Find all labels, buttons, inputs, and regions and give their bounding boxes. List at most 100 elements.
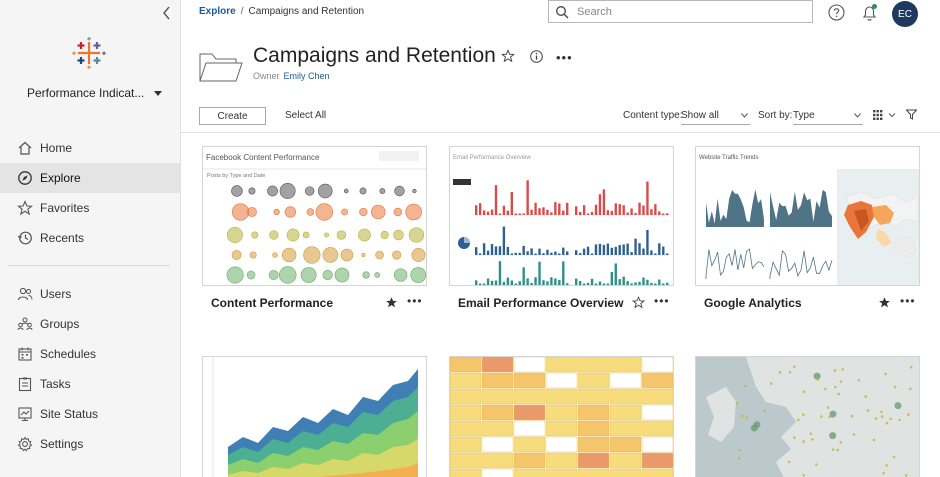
bubble-mark [336,230,347,240]
heatmap-cell [481,436,514,453]
map-dot [885,464,888,467]
heatmap-grid [450,357,673,477]
heatmap-cell [545,420,578,437]
card-more-icon[interactable]: ••• [407,294,423,308]
nav-explore[interactable]: Explore [0,163,180,193]
bar-mark [478,203,482,215]
heatmap-cell [450,357,482,373]
map-dot [829,410,837,418]
bar-mark [510,280,513,285]
card-more-icon[interactable]: ••• [654,294,670,308]
thumbnail-email-performance[interactable]: Email Performance Overview [449,146,674,286]
nav-settings[interactable]: Settings [0,429,180,459]
favorite-star-filled-icon[interactable] [878,296,891,309]
bar-mark [526,251,529,255]
user-avatar[interactable]: EC [892,1,918,27]
collapse-sidebar-icon[interactable] [160,5,174,21]
area-mark [706,189,764,227]
bubble-mark [231,185,243,197]
bar-mark [622,276,625,285]
bar-mark [475,247,478,255]
bar-mark [522,245,525,255]
nav-groups[interactable]: Groups [0,309,180,339]
thumbnail-stacked-area[interactable] [202,356,427,477]
card-title[interactable]: Email Performance Overview [458,296,624,310]
bar-mark [510,192,513,215]
bubble-mark [318,183,333,199]
map-dot [852,433,856,436]
nav-explore-label: Explore [40,171,81,185]
thumb-title: Email Performance Overview [453,155,531,161]
owner-name-link[interactable]: Emily Chen [283,71,330,81]
heatmap-cell [577,436,610,453]
info-icon[interactable] [530,50,543,63]
bubble-mark [247,207,257,217]
map-dot [907,413,910,416]
site-switcher[interactable]: Performance Indicat... [27,86,163,100]
breadcrumb-explore-link[interactable]: Explore [199,6,236,17]
bar-mark [606,283,610,285]
card-title[interactable]: Google Analytics [704,296,802,310]
bubble-mark [393,207,403,217]
nav-recents[interactable]: Recents [0,223,180,253]
map-dot [826,406,830,409]
thumbnail-map[interactable] [695,356,920,477]
map-dot [737,457,741,460]
sort-by-dropdown[interactable]: Type [793,107,863,125]
bar-mark [575,278,578,285]
thumbnail-heatmap[interactable] [449,356,674,477]
heatmap-cell [481,404,514,421]
nav-favorites[interactable]: Favorites [0,193,180,223]
select-all-button[interactable]: Select All [285,110,327,121]
heatmap-cell [577,420,610,437]
bar-mark [518,252,521,255]
grid-view-icon[interactable] [872,109,898,121]
search-input[interactable] [577,5,797,18]
bar-mark [494,246,498,255]
bar-mark [622,244,625,255]
nav-recents-label: Recents [40,231,85,245]
nav-site-status[interactable]: Site Status [0,399,180,429]
nav-users[interactable]: Users [0,279,180,309]
more-actions-icon[interactable]: ••• [556,50,573,65]
bar-mark [530,282,533,285]
bar-mark [618,204,621,215]
bar-mark [482,210,486,215]
help-icon[interactable] [828,4,845,21]
heatmap-cell [513,420,546,437]
map-dot [833,369,837,372]
breadcrumb-current: Campaigns and Retention [248,6,365,17]
heatmap-cell [609,468,642,477]
nav-tasks[interactable]: Tasks [0,369,180,399]
thumbnail-google-analytics[interactable]: Website Traffic Trends [695,146,920,286]
bubble-mark [379,188,386,194]
bar-mark [650,209,653,215]
card-title[interactable]: Content Performance [211,296,334,310]
thumb-kpi-block [453,179,471,185]
map-dot [811,438,814,441]
bar-mark [562,210,565,215]
map-dot [880,410,883,414]
bar-mark [634,213,637,215]
bar-mark [622,205,625,215]
search-box[interactable] [548,0,813,23]
filter-icon[interactable] [906,109,917,120]
bar-mark [666,282,669,285]
create-button[interactable]: Create [199,107,266,125]
favorite-star-icon[interactable] [632,296,645,309]
nav-favorites-label: Favorites [40,201,90,215]
thumbnail-content-performance[interactable]: Facebook Content Performance Posts by Ty… [202,146,427,286]
bar-mark [490,280,494,285]
bar-mark [642,248,645,255]
nav-settings-label: Settings [40,437,84,451]
favorite-star-icon[interactable] [501,49,515,63]
bar-mark [638,243,641,255]
notification-bell-icon[interactable] [861,4,878,22]
content-type-dropdown[interactable]: Show all [681,107,750,125]
nav-schedules[interactable]: Schedules [0,339,180,369]
nav-home[interactable]: Home [0,133,180,163]
heatmap-cell [450,404,482,421]
bubble-mark [405,203,422,221]
favorite-star-filled-icon[interactable] [385,296,398,309]
card-more-icon[interactable]: ••• [900,294,916,308]
